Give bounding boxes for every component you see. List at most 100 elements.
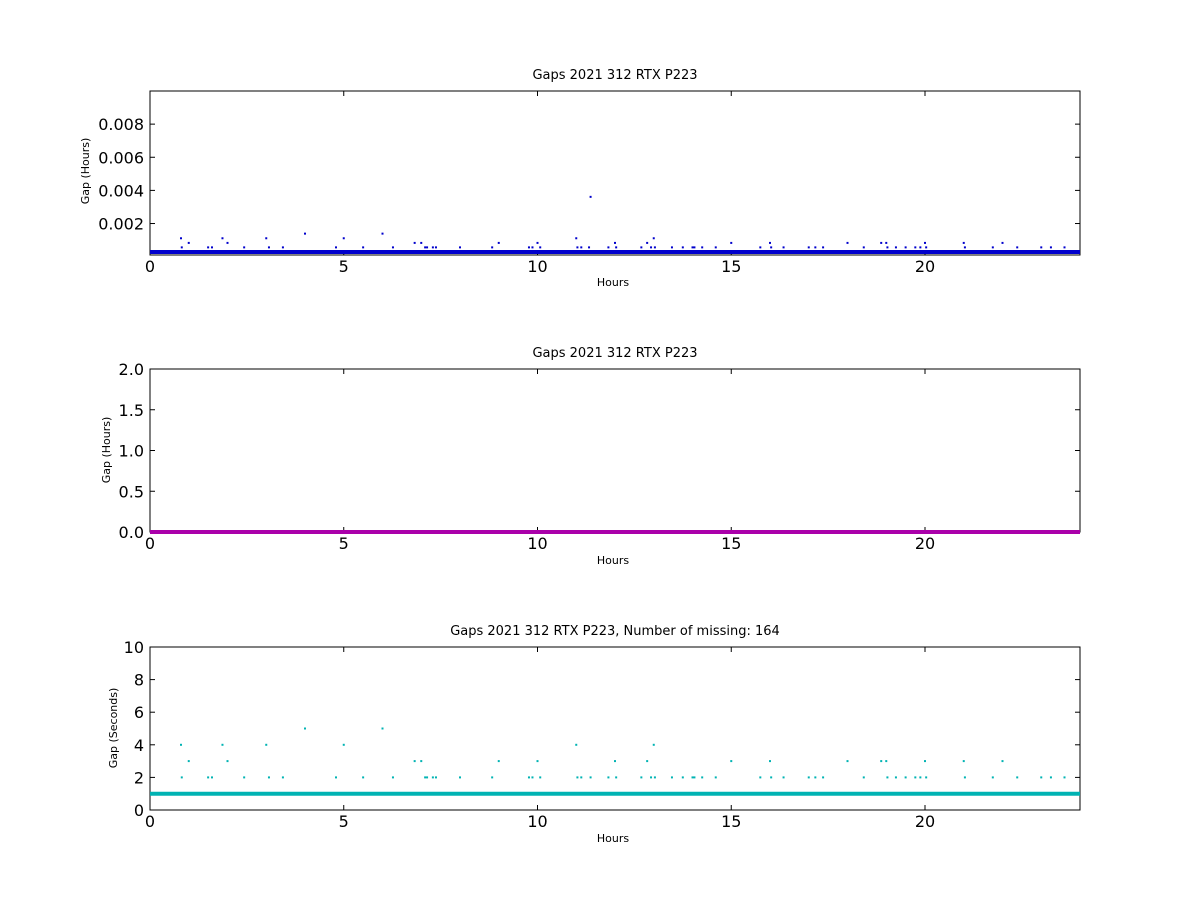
data-point bbox=[459, 776, 461, 779]
data-point bbox=[885, 241, 888, 244]
data-point bbox=[531, 776, 534, 779]
data-point bbox=[575, 743, 578, 746]
data-point bbox=[187, 241, 190, 244]
data-point bbox=[580, 246, 583, 249]
data-point bbox=[730, 760, 733, 763]
y-tick-label: 0.006 bbox=[98, 148, 144, 167]
data-point bbox=[769, 760, 771, 763]
panel-2-xlabel: Hours bbox=[597, 554, 629, 567]
x-tick-label: 20 bbox=[915, 257, 935, 276]
x-tick-label: 0 bbox=[145, 257, 155, 276]
y-tick-label: 1.0 bbox=[119, 442, 144, 461]
data-point bbox=[846, 760, 849, 763]
panel-3-title: Gaps 2021 312 RTX P223, Number of missin… bbox=[450, 624, 780, 639]
x-tick-label: 10 bbox=[527, 257, 547, 276]
data-point bbox=[691, 246, 694, 249]
y-tick-label: 0.5 bbox=[119, 482, 144, 501]
data-point bbox=[1001, 241, 1004, 244]
data-point bbox=[413, 760, 416, 763]
data-point bbox=[575, 237, 578, 240]
panel-3: Gaps 2021 312 RTX P223, Number of missin… bbox=[107, 624, 1081, 845]
x-tick-label: 10 bbox=[527, 534, 547, 553]
data-point bbox=[180, 246, 183, 249]
data-point bbox=[265, 237, 268, 240]
y-tick-label: 0.008 bbox=[98, 115, 144, 134]
data-point bbox=[381, 232, 384, 235]
data-point bbox=[759, 246, 762, 249]
data-point bbox=[1049, 246, 1052, 249]
data-point bbox=[576, 776, 579, 779]
data-point bbox=[576, 246, 579, 249]
data-point bbox=[862, 776, 865, 779]
data-point bbox=[862, 246, 865, 249]
data-point bbox=[362, 776, 365, 779]
data-point bbox=[769, 241, 771, 244]
data-point bbox=[640, 776, 643, 779]
data-point bbox=[1016, 246, 1019, 249]
data-point bbox=[894, 246, 897, 249]
data-point bbox=[335, 776, 337, 779]
data-point bbox=[653, 776, 656, 779]
x-tick-label: 15 bbox=[721, 534, 741, 553]
data-point bbox=[652, 743, 655, 746]
data-point bbox=[491, 776, 494, 779]
data-point bbox=[925, 776, 928, 779]
data-point bbox=[391, 776, 394, 779]
data-point bbox=[281, 246, 284, 249]
data-point bbox=[963, 776, 966, 779]
data-point bbox=[730, 241, 733, 244]
data-point bbox=[814, 776, 817, 779]
y-tick-label: 1.5 bbox=[119, 401, 144, 420]
data-point bbox=[894, 776, 897, 779]
data-point bbox=[536, 241, 539, 244]
panel-1-title: Gaps 2021 312 RTX P223 bbox=[532, 68, 697, 83]
data-point bbox=[424, 246, 427, 249]
data-point bbox=[991, 776, 994, 779]
data-point bbox=[536, 760, 539, 763]
data-point bbox=[822, 776, 825, 779]
data-point bbox=[434, 776, 437, 779]
data-point bbox=[1063, 246, 1066, 249]
data-point bbox=[491, 246, 494, 249]
data-point bbox=[614, 241, 616, 244]
panel-3-xlabel: Hours bbox=[597, 832, 629, 845]
data-point bbox=[431, 246, 434, 249]
y-tick-label: 2 bbox=[134, 768, 144, 787]
panel-1-marks: 0 5 10 15 20 0.002 0.004 0.006 0.008 bbox=[98, 91, 1080, 276]
data-point bbox=[693, 776, 696, 779]
data-point bbox=[497, 760, 500, 763]
data-point bbox=[904, 246, 907, 249]
data-point bbox=[770, 246, 773, 249]
data-point bbox=[531, 246, 534, 249]
data-point bbox=[589, 195, 592, 198]
y-tick-label: 4 bbox=[134, 736, 144, 755]
data-point bbox=[693, 246, 696, 249]
data-point bbox=[846, 241, 849, 244]
data-point bbox=[640, 246, 643, 249]
data-point bbox=[880, 241, 883, 244]
data-point bbox=[342, 743, 345, 746]
panel-1-ylabel: Gap (Hours) bbox=[79, 138, 92, 205]
x-tick-label: 15 bbox=[721, 257, 741, 276]
data-point bbox=[362, 246, 365, 249]
data-point bbox=[963, 246, 966, 249]
data-point bbox=[615, 246, 618, 249]
data-point bbox=[646, 241, 649, 244]
data-point bbox=[207, 246, 210, 249]
data-point bbox=[681, 776, 684, 779]
data-point bbox=[527, 246, 530, 249]
panel-1-frame bbox=[149, 90, 1081, 256]
data-point bbox=[497, 241, 500, 244]
data-point bbox=[180, 237, 182, 240]
data-point bbox=[652, 237, 655, 240]
y-tick-label: 0.004 bbox=[98, 181, 144, 200]
data-point bbox=[914, 776, 917, 779]
data-point bbox=[782, 246, 785, 249]
data-point bbox=[701, 246, 704, 249]
panel-2-frame bbox=[149, 368, 1081, 533]
data-point bbox=[925, 246, 928, 249]
panel-1-xlabel: Hours bbox=[597, 276, 629, 289]
data-point bbox=[226, 241, 229, 244]
data-point bbox=[822, 246, 825, 249]
